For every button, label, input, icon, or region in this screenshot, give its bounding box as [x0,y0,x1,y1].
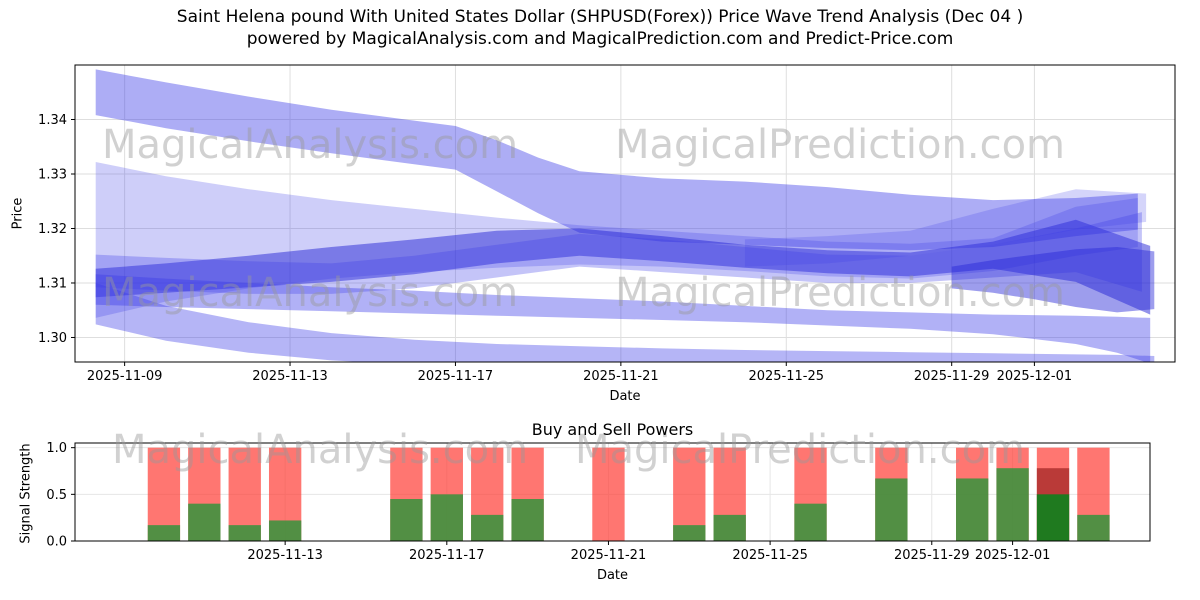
bar-buy [1036,494,1070,541]
y-tick-label: 1.0 [46,441,67,456]
watermark-text: MagicalPrediction.com [575,427,1025,473]
y-tick-label: 1.34 [38,113,67,128]
price-band-upper-fan [95,69,1138,251]
bar-buy [390,499,423,541]
bar-buy [1077,514,1110,541]
bar-buy [268,520,302,541]
bar-buy [511,499,544,541]
watermark-text: MagicalPrediction.com [615,270,1065,316]
bar-buy [228,525,261,541]
signal-plot-border [74,442,1151,542]
x-tick-label: 2025-12-01 [975,548,1051,563]
y-tick-label: 0.5 [46,488,67,503]
price-plot-border [74,64,1176,363]
x-tick-label: 2025-11-25 [748,369,824,384]
price-band-bottom-fan [95,283,1155,362]
price-band-decliner [95,274,1151,362]
x-tick-label: 2025-12-01 [997,369,1073,384]
chart-title-line2: powered by MagicalAnalysis.com and Magic… [246,29,954,49]
x-tick-label: 2025-11-29 [914,369,990,384]
x-tick-label: 2025-11-17 [409,548,485,563]
y-tick-label: 1.32 [38,222,67,237]
x-tick-label: 2025-11-13 [252,369,328,384]
x-tick-label: 2025-11-09 [87,369,163,384]
price-band-mid-band [95,212,1142,294]
x-tick-label: 2025-11-21 [571,548,647,563]
bar-buy [430,494,463,541]
x-tick-label: 2025-11-13 [247,548,323,563]
x-tick-label: 2025-11-25 [732,548,808,563]
bar-buy [875,478,908,541]
price-band-right-riser [744,189,1147,267]
buy-sell-powers-title: Buy and Sell Powers [531,420,694,439]
price-band-dark-core [95,219,1151,315]
y-tick-label: 0.0 [46,535,67,550]
date-axis-label-top: Date [609,389,641,404]
bar-sell [592,447,625,541]
y-tick-label: 1.31 [38,276,67,291]
price-band-right-blob [951,247,1155,313]
price-axis-label: Price [10,197,26,230]
bar-buy [956,478,989,541]
bar-buy [673,525,706,541]
bar-buy [147,525,181,541]
watermark-text: MagicalAnalysis.com [102,122,518,168]
date-axis-label-bottom: Date [596,568,629,583]
x-tick-label: 2025-11-21 [583,369,659,384]
y-tick-label: 1.30 [38,331,67,346]
price-wave-bands [95,69,1155,362]
chart-title-line1: Saint Helena pound With United States Do… [176,7,1024,27]
watermark-text: MagicalPrediction.com [615,122,1065,168]
bar-buy [996,468,1029,541]
bar-buy [713,514,746,541]
bar-buy [188,503,221,541]
y-tick-label: 1.33 [38,167,67,182]
x-tick-label: 2025-11-17 [418,369,494,384]
x-tick-label: 2025-11-29 [894,548,970,563]
bar-buy [471,514,504,541]
bar-buy [794,503,827,541]
watermark-text: MagicalAnalysis.com [102,270,518,316]
watermark-text: MagicalAnalysis.com [112,427,528,473]
signal-strength-axis-label: Signal Strength [18,443,34,544]
